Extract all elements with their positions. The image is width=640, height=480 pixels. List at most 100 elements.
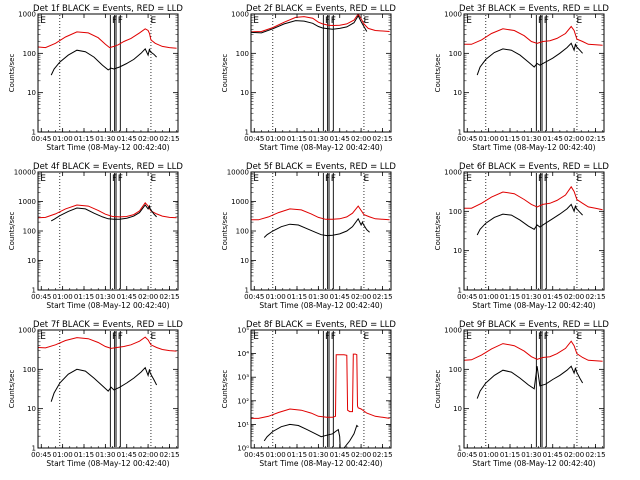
x-axis-label: Start Time (08-May-12 00:42:40): [46, 301, 169, 310]
y-tick-label: 10¹: [237, 421, 249, 429]
marker-annotation: F: [331, 174, 336, 184]
marker-annotation: E: [40, 174, 46, 184]
lld-series-line: [251, 353, 390, 419]
events-series-line: [50, 48, 157, 76]
x-tick-label: 01:00: [479, 293, 499, 301]
x-tick-label: 01:00: [53, 451, 73, 459]
y-tick-label: 100: [449, 366, 462, 374]
y-axis-label: Counts/sec: [8, 212, 16, 251]
panel-title: Det 1f BLACK = Events, RED = LLD: [33, 4, 183, 14]
marker-annotation: F: [118, 332, 123, 342]
marker-annotation: F: [331, 332, 336, 342]
y-tick-label: 100: [236, 228, 249, 236]
y-tick-label: 10⁰: [237, 445, 249, 453]
x-tick-label: 01:30: [308, 293, 328, 301]
x-tick-label: 02:00: [564, 451, 584, 459]
marker-annotation: E: [253, 16, 259, 26]
plot-frame: [250, 329, 392, 449]
x-axis-label: Start Time (08-May-12 00:42:40): [472, 459, 595, 468]
x-tick-label: 01:15: [74, 451, 94, 459]
lld-series-line: [251, 205, 390, 221]
y-tick-label: 1: [245, 129, 249, 137]
x-tick-label: 02:15: [372, 451, 392, 459]
marker-annotation: E: [577, 174, 583, 184]
x-tick-label: 00:45: [31, 451, 51, 459]
marker-annotation: F: [112, 332, 117, 342]
detector-panel: Det 9f BLACK = Events, RED = LLD E F F E 00:4…: [434, 320, 609, 468]
marker-annotation: F: [325, 332, 330, 342]
y-axis-label: Counts/sec: [434, 212, 442, 251]
marker-annotation: E: [253, 332, 259, 342]
y-tick-label: 10: [240, 257, 249, 265]
lld-series-line: [38, 201, 177, 219]
plot-frame: [463, 171, 605, 291]
marker-annotation: E: [577, 16, 583, 26]
marker-annotation: E: [40, 16, 46, 26]
panel-title: Det 6f BLACK = Events, RED = LLD: [459, 162, 609, 172]
panel-title: Det 5f BLACK = Events, RED = LLD: [246, 162, 396, 172]
x-tick-label: 01:30: [521, 293, 541, 301]
marker-annotation: E: [466, 332, 472, 342]
x-tick-label: 01:15: [287, 451, 307, 459]
x-axis-label: Start Time (08-May-12 00:42:40): [46, 143, 169, 152]
y-tick-label: 10000: [227, 169, 249, 177]
x-tick-label: 01:00: [479, 451, 499, 459]
detector-panel: Det 6f BLACK = Events, RED = LLD E F F E 00:4…: [434, 162, 609, 310]
detector-panel: Det 3f BLACK = Events, RED = LLD E F F E 00:4…: [434, 4, 609, 152]
panel-title: Det 9f BLACK = Events, RED = LLD: [459, 320, 609, 330]
x-axis-label: Start Time (08-May-12 00:42:40): [472, 301, 595, 310]
y-tick-label: 1000: [18, 198, 36, 206]
panel-title: Det 8f BLACK = Events, RED = LLD: [246, 320, 396, 330]
plot-frame: [463, 329, 605, 449]
marker-annotation: F: [118, 16, 123, 26]
marker-annotation: F: [538, 174, 543, 184]
x-tick-label: 01:00: [479, 135, 499, 143]
marker-annotation: F: [112, 16, 117, 26]
y-tick-label: 100: [236, 50, 249, 58]
x-tick-label: 00:45: [31, 293, 51, 301]
x-tick-label: 02:15: [585, 293, 605, 301]
y-axis-label: Counts/sec: [221, 212, 229, 251]
marker-annotation: F: [325, 16, 330, 26]
x-tick-label: 02:00: [138, 293, 158, 301]
x-tick-label: 01:30: [308, 451, 328, 459]
x-tick-label: 02:00: [564, 135, 584, 143]
marker-annotation: F: [544, 174, 549, 184]
x-tick-label: 01:00: [266, 451, 286, 459]
x-axis-label: Start Time (08-May-12 00:42:40): [259, 143, 382, 152]
panel-title: Det 3f BLACK = Events, RED = LLD: [459, 4, 609, 14]
y-tick-label: 1000: [444, 11, 462, 19]
x-tick-label: 00:45: [244, 135, 264, 143]
x-tick-label: 02:15: [159, 293, 179, 301]
x-tick-label: 00:45: [457, 293, 477, 301]
events-series-line: [263, 423, 359, 448]
events-series-line: [263, 217, 370, 238]
y-tick-label: 1: [458, 287, 462, 295]
y-tick-label: 100: [23, 228, 36, 236]
y-axis-label: Counts/sec: [221, 370, 229, 409]
lld-series-line: [38, 336, 177, 352]
y-tick-label: 10: [453, 405, 462, 413]
x-tick-label: 00:45: [244, 293, 264, 301]
marker-annotation: F: [118, 174, 123, 184]
y-tick-label: 10: [27, 89, 36, 97]
x-tick-label: 01:15: [287, 293, 307, 301]
x-tick-label: 02:00: [351, 293, 371, 301]
marker-annotation: E: [151, 174, 157, 184]
x-tick-label: 02:15: [585, 135, 605, 143]
x-tick-label: 02:00: [564, 293, 584, 301]
x-tick-label: 02:00: [351, 135, 371, 143]
y-tick-label: 10000: [14, 169, 36, 177]
x-axis-label: Start Time (08-May-12 00:42:40): [46, 459, 169, 468]
lld-series-line: [464, 25, 603, 46]
y-axis-label: Counts/sec: [221, 54, 229, 93]
events-series-line: [50, 204, 157, 222]
detector-panel: Det 1f BLACK = Events, RED = LLD E F F E 00:4…: [8, 4, 183, 152]
lld-series-line: [464, 340, 603, 362]
y-tick-label: 10⁵: [237, 327, 249, 335]
marker-annotation: E: [364, 16, 370, 26]
x-tick-label: 02:00: [351, 451, 371, 459]
x-tick-label: 01:00: [266, 135, 286, 143]
marker-annotation: F: [112, 174, 117, 184]
